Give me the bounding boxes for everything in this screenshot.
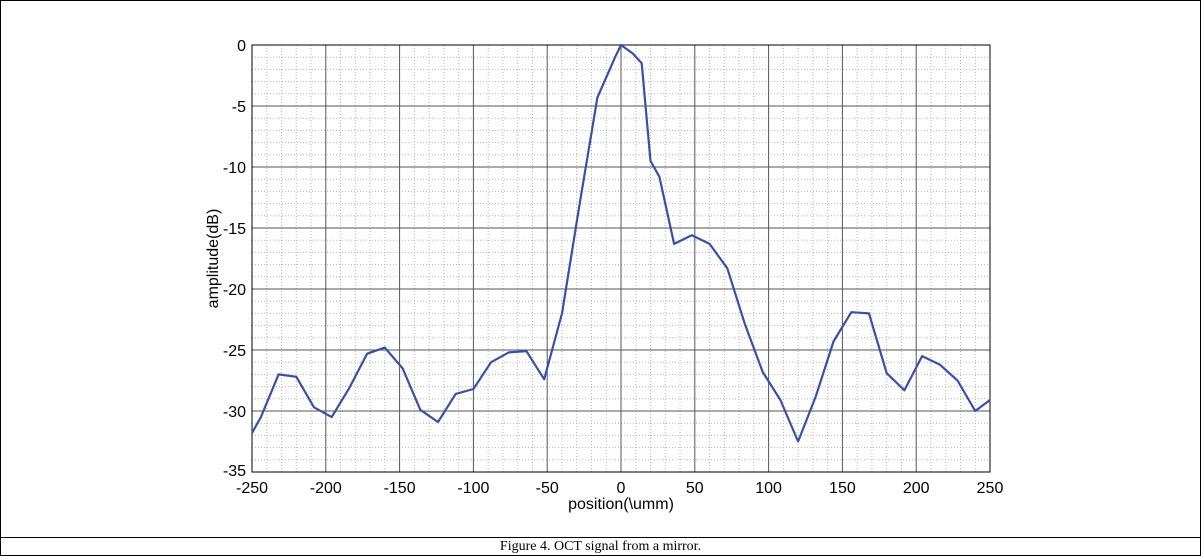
x-tick-label: 50 xyxy=(686,480,704,497)
x-tick-label: -250 xyxy=(236,480,268,497)
y-tick-label: -35 xyxy=(223,463,246,480)
x-axis-label: position(\umm) xyxy=(568,496,674,513)
y-tick-label: -10 xyxy=(223,160,246,177)
grid xyxy=(252,45,990,472)
x-tick-label: 150 xyxy=(829,480,856,497)
x-tick-label: -200 xyxy=(310,480,342,497)
x-tick-label: 100 xyxy=(755,480,782,497)
y-tick-label: -15 xyxy=(223,221,246,238)
y-tick-label: -25 xyxy=(223,343,246,360)
y-tick-label: -5 xyxy=(232,99,246,116)
y-tick-label: -20 xyxy=(223,282,246,299)
x-tick-label: -50 xyxy=(536,480,559,497)
caption-divider xyxy=(0,537,1201,538)
y-tick-label: -30 xyxy=(223,404,246,421)
figure-caption: Figure 4. OCT signal from a mirror. xyxy=(499,539,702,554)
x-tick-label: -100 xyxy=(457,480,489,497)
x-tick-label: 200 xyxy=(903,480,930,497)
x-tick-label: 250 xyxy=(977,480,1004,497)
y-axis-ticks: 0 -5 -10 -15 -20 -25 -30 -35 xyxy=(223,38,246,480)
y-tick-label: 0 xyxy=(237,38,246,55)
x-tick-label: -150 xyxy=(384,480,416,497)
x-axis-ticks: -250 -200 -150 -100 -50 0 50 100 150 200 250 xyxy=(236,480,1003,497)
x-tick-label: 0 xyxy=(617,480,626,497)
y-axis-label: amplitude(dB) xyxy=(205,209,222,309)
series-line xyxy=(251,43,991,443)
